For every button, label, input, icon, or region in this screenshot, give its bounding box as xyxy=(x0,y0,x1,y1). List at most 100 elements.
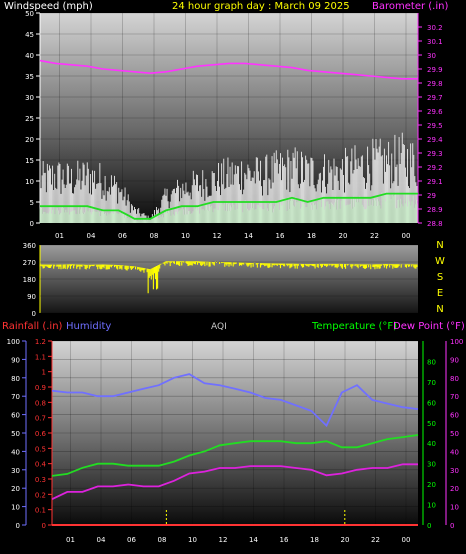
barometer-y-tick-label: 29.8 xyxy=(427,80,443,88)
wind-x-ticks: 01 04 06 08 10 12 14 16 18 20 22 00 xyxy=(55,232,410,240)
rainfall-label: Rainfall (.in) xyxy=(2,321,63,332)
dewpoint-y-tick-label: 10 xyxy=(450,504,459,512)
wind-x-tick-label: 08 xyxy=(150,232,159,240)
climate-axes: 010203040506070809010000.10.20.30.40.50.… xyxy=(7,338,464,530)
rain-y-tick-label: 0.8 xyxy=(35,399,46,407)
rain-y-tick-label: 0.4 xyxy=(35,461,47,469)
compass-label: E xyxy=(437,288,443,299)
wind-series xyxy=(39,59,418,223)
rain-y-tick-label: 0.1 xyxy=(35,507,46,515)
climate-x-tick-label: 16 xyxy=(280,536,289,544)
humidity-y-tick-label: 60 xyxy=(11,412,20,420)
dewpoint-y-tick-label: 0 xyxy=(450,522,454,530)
humidity-y-tick-label: 90 xyxy=(11,356,20,364)
direction-y-ticks: 0 90 180 270 360 xyxy=(23,242,36,318)
barometer-y-tick-label: 29.4 xyxy=(427,136,443,144)
wind-x-tick-label: 16 xyxy=(276,232,285,240)
dewpoint-y-tick-label: 20 xyxy=(450,485,459,493)
temperature-y-tick-label: 20 xyxy=(427,481,436,489)
dewpoint-line xyxy=(51,463,418,501)
climate-x-tick-label: 08 xyxy=(158,536,167,544)
rain-y-tick-label: 0.9 xyxy=(35,384,46,392)
barometer-y-tick-label: 30.1 xyxy=(427,38,443,46)
wind-y-tick-label: 5 xyxy=(30,199,34,207)
compass-label: N xyxy=(436,240,443,251)
direction-y-tick-label: 360 xyxy=(23,242,36,250)
wind-x-tick-label: 14 xyxy=(244,232,253,240)
rain-y-tick-label: 0.5 xyxy=(35,445,46,453)
barometer-y-tick-label: 29.3 xyxy=(427,150,443,158)
direction-y-tick-label: 0 xyxy=(32,310,36,318)
humidity-y-tick-label: 30 xyxy=(11,467,20,475)
dewpoint-y-tick-label: 40 xyxy=(450,448,459,456)
wind-y-tick-label: 50 xyxy=(25,10,34,18)
humidity-line xyxy=(51,373,419,428)
compass-label: N xyxy=(436,304,443,315)
direction-grid xyxy=(40,244,418,314)
wind-y-tick-label: 15 xyxy=(25,157,34,165)
aqi-label: AQI xyxy=(211,322,227,332)
humidity-y-tick-label: 50 xyxy=(11,430,20,438)
wind-x-tick-label: 01 xyxy=(55,232,64,240)
temperature-y-tick-label: 10 xyxy=(427,502,436,510)
rain-y-tick-label: 1 xyxy=(42,369,46,377)
temperature-label: Temperature (°F) xyxy=(311,321,397,332)
compass-label: W xyxy=(435,256,445,267)
humidity-y-tick-label: 0 xyxy=(16,522,20,530)
barometer-y-tick-label: 28.9 xyxy=(427,206,443,214)
wind-y-tick-label: 0 xyxy=(30,220,34,228)
rain-y-tick-label: 0.6 xyxy=(35,430,47,438)
rain-y-tick-label: 1.1 xyxy=(35,353,46,361)
barometer-y-ticks: 28.8 28.9 29 29.1 29.2 29.3 29.4 29.5 29.6 29.7 29… xyxy=(418,24,443,228)
climate-x-tick-label: 20 xyxy=(341,536,350,544)
climate-x-tick-label: 10 xyxy=(188,536,197,544)
temperature-y-tick-label: 70 xyxy=(427,379,436,387)
wind-y-tick-label: 20 xyxy=(25,136,34,144)
barometer-y-tick-label: 29.2 xyxy=(427,164,443,172)
barometer-label: Barometer (.in) xyxy=(372,1,448,12)
dewpoint-y-tick-label: 60 xyxy=(450,412,459,420)
wind-x-tick-label: 22 xyxy=(370,232,379,240)
climate-x-tick-label: 14 xyxy=(249,536,258,544)
wind-y-ticks: 0 5 10 15 20 25 30 35 40 45 50 xyxy=(25,10,40,228)
wind-x-tick-label: 18 xyxy=(307,232,316,240)
barometer-y-tick-label: 29.6 xyxy=(427,108,443,116)
dewpoint-label: Dew Point (°F) xyxy=(393,321,465,332)
wind-x-tick-label: 00 xyxy=(402,232,411,240)
climate-x-tick-label: 22 xyxy=(371,536,380,544)
barometer-y-tick-label: 29 xyxy=(427,192,436,200)
climate-x-tick-label: 12 xyxy=(219,536,228,544)
barometer-y-tick-label: 28.8 xyxy=(427,220,443,228)
temperature-y-tick-label: 50 xyxy=(427,420,436,428)
rain-y-tick-label: 1.2 xyxy=(35,338,46,346)
compass-label: S xyxy=(437,272,443,283)
barometer-y-tick-label: 30 xyxy=(427,52,436,60)
rain-y-tick-label: 0.2 xyxy=(35,491,46,499)
wind-y-tick-label: 25 xyxy=(25,115,34,123)
wind-x-tick-label: 04 xyxy=(87,232,96,240)
humidity-y-tick-label: 70 xyxy=(11,393,20,401)
temperature-y-tick-label: 40 xyxy=(427,440,436,448)
dewpoint-y-tick-label: 80 xyxy=(450,375,459,383)
dewpoint-y-tick-label: 70 xyxy=(450,393,459,401)
dewpoint-y-tick-label: 100 xyxy=(450,338,463,346)
rain-y-tick-label: 0.7 xyxy=(35,415,46,423)
windspeed-label: Windspeed (mph) xyxy=(4,1,93,12)
barometer-y-tick-label: 30.2 xyxy=(427,24,443,32)
wind-x-tick-label: 06 xyxy=(118,232,127,240)
wind-speed-line xyxy=(40,192,418,220)
humidity-y-tick-label: 40 xyxy=(11,448,20,456)
climate-plot-area xyxy=(52,341,418,525)
chart-title: 24 hour graph day : March 09 2025 xyxy=(172,1,350,12)
temperature-y-tick-label: 60 xyxy=(427,399,436,407)
rain-y-tick-label: 0 xyxy=(42,522,46,530)
direction-series xyxy=(39,261,418,294)
direction-y-tick-label: 90 xyxy=(27,293,36,301)
direction-plot-area xyxy=(40,245,418,313)
humidity-y-tick-label: 100 xyxy=(7,338,20,346)
climate-x-tick-label: 01 xyxy=(66,536,75,544)
temperature-line xyxy=(51,434,419,477)
climate-x-tick-label: 06 xyxy=(127,536,136,544)
